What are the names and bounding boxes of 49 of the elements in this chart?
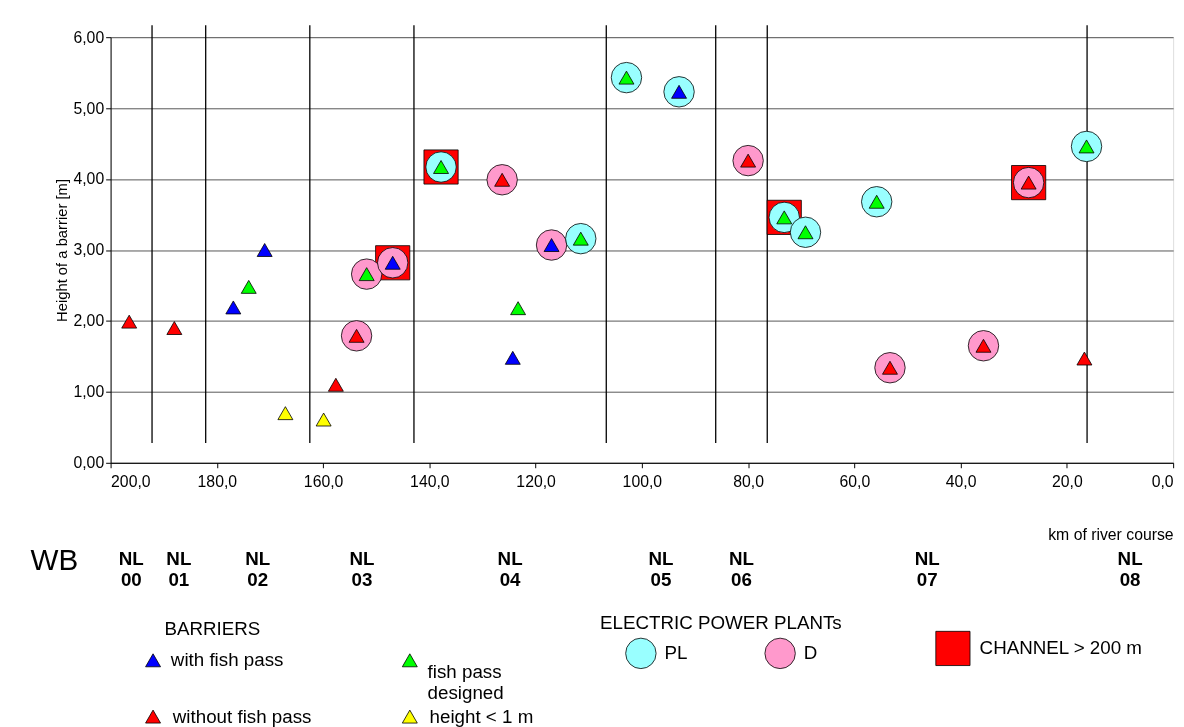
y-tick-label: 5,00 bbox=[73, 99, 105, 117]
point bbox=[121, 314, 138, 329]
point bbox=[1076, 351, 1093, 366]
y-tick-label: 3,00 bbox=[73, 241, 105, 259]
legend-label: height < 1 m bbox=[429, 705, 534, 727]
text: NL 00 bbox=[118, 548, 144, 591]
text: NL 08 bbox=[1117, 548, 1143, 591]
point bbox=[240, 280, 257, 294]
point bbox=[315, 412, 332, 427]
x-tick-label: 200,0 bbox=[111, 472, 151, 490]
text: NL 06 bbox=[728, 548, 754, 591]
text: ELECTRIC POWER PLANTs bbox=[600, 611, 842, 633]
x-axis-title: km of river course bbox=[1048, 526, 1174, 544]
point bbox=[166, 321, 183, 335]
text: NL 05 bbox=[648, 548, 674, 591]
y-tick-label: 2,00 bbox=[73, 312, 105, 330]
x-tick-label: 100,0 bbox=[622, 472, 663, 490]
y-tick-label: 4,00 bbox=[73, 170, 105, 188]
legend-title: BARRIERS bbox=[164, 617, 261, 639]
text: WB bbox=[30, 543, 79, 577]
point bbox=[277, 406, 294, 421]
text: NL 01 bbox=[166, 548, 192, 591]
text: NL 03 bbox=[349, 548, 375, 591]
text: NL 04 bbox=[497, 548, 523, 591]
y-tick-label: 6,00 bbox=[73, 28, 105, 46]
legend-label: with fish pass bbox=[169, 649, 284, 671]
point bbox=[256, 243, 273, 257]
point bbox=[510, 301, 526, 316]
point bbox=[504, 350, 521, 365]
x-tick-label: 160,0 bbox=[303, 472, 344, 490]
y-axis-title: Height of a barrier [m] bbox=[53, 178, 70, 323]
point bbox=[327, 377, 344, 392]
text: NL 02 bbox=[245, 548, 271, 591]
text: NL 07 bbox=[914, 548, 940, 591]
legend-label: CHANNEL > 200 m bbox=[979, 637, 1142, 659]
x-tick-label: 180,0 bbox=[197, 472, 238, 490]
x-tick-label: 120,0 bbox=[516, 472, 557, 490]
legend-label: without fish pass bbox=[171, 705, 312, 727]
legend-label: D bbox=[803, 642, 818, 664]
y-tick-label: 1,00 bbox=[73, 383, 105, 401]
x-tick-label: 80,0 bbox=[733, 472, 765, 490]
x-tick-label: 140,0 bbox=[410, 472, 450, 490]
x-tick-label: 40,0 bbox=[945, 472, 977, 490]
x-tick-label: 20,0 bbox=[1052, 472, 1083, 490]
x-tick-label: 0,0 bbox=[1151, 472, 1174, 490]
x-tick-label: 60,0 bbox=[839, 472, 871, 490]
point bbox=[225, 300, 242, 315]
legend-label: PL bbox=[664, 642, 688, 664]
y-tick-label: 0,00 bbox=[73, 454, 105, 472]
